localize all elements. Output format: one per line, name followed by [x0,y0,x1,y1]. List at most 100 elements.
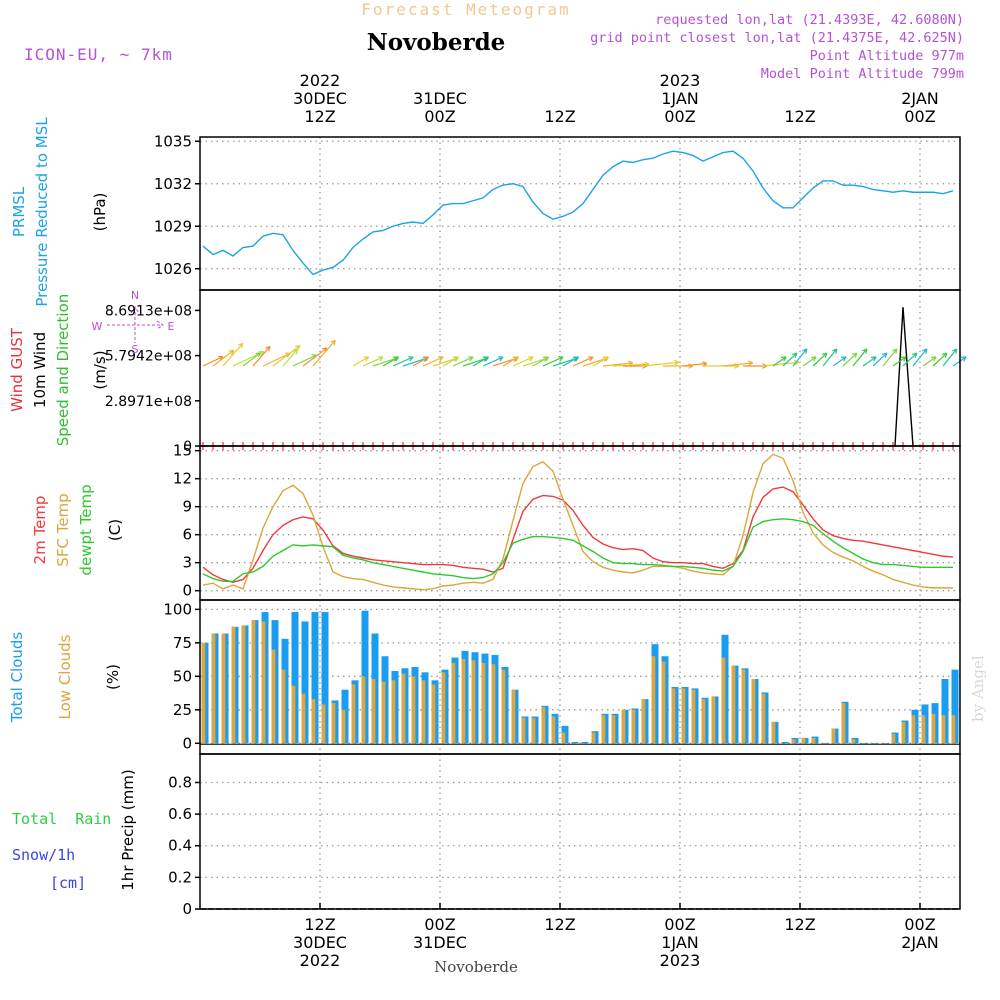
pressure-line [202,150,954,276]
gust-spike-line [894,307,914,447]
wind-arrow [942,348,958,367]
total-cloud-bar [581,741,589,744]
wind-arrow [592,356,610,367]
time-label-top: 12Z [544,107,575,126]
info-grid-point: grid point closest lon,lat (21.4375E, 42… [590,30,964,46]
time-label-top: 1JAN [661,89,699,108]
time-label-top: 00Z [424,107,455,126]
wind-arrow [872,352,888,367]
y-tick-label: 0.2 [168,868,192,886]
low-cloud-bar [231,626,236,744]
wind-arrow [392,356,414,367]
wind-arrow [362,356,384,367]
time-label-bottom: 30DEC [293,933,347,952]
low-cloud-bar [601,715,606,744]
low-cloud-bar [521,717,526,744]
low-cloud-bar [371,679,376,744]
time-label-bottom: 00Z [904,915,935,934]
low-cloud-bar [201,642,206,744]
low-cloud-bar [921,715,926,744]
panel-frame [199,136,961,291]
wind-arrow [772,356,787,367]
y-tick-label: 1029 [154,217,192,235]
low-cloud-bar [281,669,286,744]
info-model-altitude: Model Point Altitude 799m [761,66,964,82]
y-tick-label: 0.8 [168,773,192,791]
low-cloud-bar [311,699,316,744]
low-cloud-bar [431,684,436,744]
y-tick-label: 0 [182,734,192,752]
low-cloud-bar [941,715,946,744]
low-cloud-bar [751,679,756,744]
wind-arrow [542,356,564,367]
wind-arrow [802,356,817,367]
y-tick-label: 25 [173,701,192,719]
wind-arrow [822,348,838,367]
wind-arrow [862,356,877,367]
y-tick-label: 3 [182,554,192,572]
precip-label-snow: Snow/1h [12,846,75,864]
wind-arrow [242,352,262,367]
low-cloud-bar [341,709,346,744]
frames-layer [195,136,961,910]
low-cloud-bar [301,693,306,744]
low-cloud-bar [501,669,506,744]
watermark: by Angel [969,655,987,722]
total-cloud-bar [311,612,319,744]
total-cloud-bar [951,669,959,744]
temp-sfc-line [202,453,953,591]
low-cloud-bar [661,661,666,744]
low-cloud-bar [221,633,226,744]
low-cloud-bar [511,689,516,744]
y-tick-label: 0.4 [168,837,192,855]
temp-2m-line [202,486,954,583]
low-cloud-bar [711,696,716,744]
temp-label-sfc: SFC Temp [54,493,72,566]
wind-arrow [782,352,798,367]
y-tick-label: 0 [183,439,192,455]
time-label-top: 30DEC [293,89,347,108]
low-cloud-bar [401,673,406,744]
low-cloud-bar [481,662,486,744]
temp-dewpt-line [202,518,953,583]
temp-label-2m: 2m Temp [31,496,49,565]
y-tick-label: 1026 [154,260,192,278]
wind-arrow [532,356,550,367]
y-tick-label: 5.7942e+08 [105,349,192,365]
grid-layer [200,137,960,910]
footer-location: Novoberde [434,958,518,976]
low-cloud-bar [381,681,386,744]
time-label-bottom: 2JAN [901,933,939,952]
clouds-label-low: Low Clouds [56,634,74,719]
location-title: Novoberde [367,29,506,56]
wind-arrow [812,352,828,367]
time-label-bottom: 12Z [304,915,335,934]
wind-arrow [932,352,948,367]
low-cloud-bar [631,709,636,744]
y-tick-label: 8.6913e+08 [105,303,192,319]
low-cloud-bar [741,669,746,744]
time-label-bottom: 31DEC [413,933,467,952]
low-cloud-bar [911,715,916,744]
low-cloud-bar [801,737,806,744]
low-cloud-bar [241,625,246,744]
wind-arrow [832,356,847,367]
compass-w: W [92,320,103,333]
low-cloud-bar [551,716,556,744]
precip-unit: 1hr Precip (mm) [119,769,137,890]
compass-s: S [132,343,139,356]
low-cloud-bar [451,662,456,744]
wind-arrow [352,356,370,367]
wind-arrow [312,339,336,367]
time-label-bottom: 1JAN [661,933,699,952]
wind-arrow [512,356,534,367]
total-cloud-bar [941,679,949,744]
low-cloud-bar [761,693,766,744]
wind-arrow [422,356,444,367]
wind-arrow [382,356,400,367]
time-label-bottom: 2022 [300,951,341,970]
info-requested-point: requested lon,lat (21.4393E, 42.6080N) [655,12,964,28]
low-cloud-bar [271,649,276,744]
clouds-label-total: Total Clouds [8,632,26,724]
